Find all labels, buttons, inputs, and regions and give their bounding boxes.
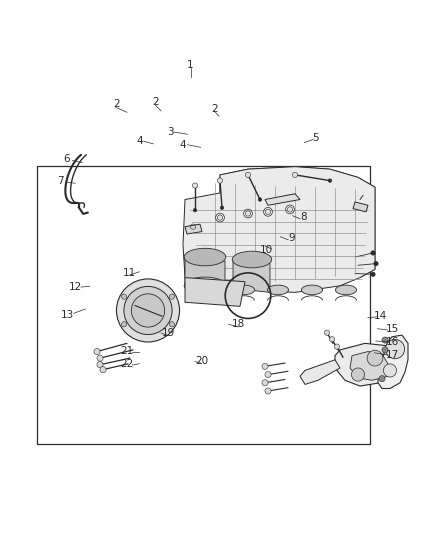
- Circle shape: [94, 349, 100, 354]
- Circle shape: [121, 294, 127, 300]
- Circle shape: [169, 321, 174, 327]
- Circle shape: [382, 337, 388, 343]
- Text: 19: 19: [162, 328, 175, 338]
- Text: 3: 3: [167, 127, 174, 137]
- Ellipse shape: [336, 285, 357, 295]
- Text: 13: 13: [61, 310, 74, 320]
- Text: 21: 21: [120, 345, 134, 356]
- Text: 6: 6: [63, 154, 70, 164]
- Text: 2: 2: [113, 100, 120, 109]
- Ellipse shape: [268, 285, 289, 295]
- Polygon shape: [183, 167, 375, 293]
- Text: 5: 5: [312, 133, 319, 143]
- Circle shape: [245, 211, 251, 216]
- Text: 18: 18: [232, 319, 245, 329]
- Circle shape: [329, 337, 335, 342]
- Text: 15: 15: [385, 324, 399, 334]
- Text: 8: 8: [300, 213, 307, 222]
- Circle shape: [220, 206, 224, 209]
- Circle shape: [334, 344, 339, 349]
- Polygon shape: [233, 260, 270, 293]
- Text: 12: 12: [69, 282, 82, 292]
- Circle shape: [97, 355, 103, 361]
- Circle shape: [258, 198, 262, 201]
- Text: 1: 1: [187, 60, 194, 70]
- Circle shape: [351, 368, 364, 381]
- Polygon shape: [185, 278, 245, 306]
- Ellipse shape: [199, 285, 220, 295]
- Text: 2: 2: [211, 104, 218, 114]
- Circle shape: [121, 321, 127, 327]
- Text: 16: 16: [385, 337, 399, 347]
- Ellipse shape: [184, 277, 226, 295]
- Text: 22: 22: [120, 359, 134, 369]
- Ellipse shape: [232, 251, 272, 268]
- Circle shape: [385, 340, 405, 359]
- Circle shape: [383, 364, 396, 377]
- Polygon shape: [350, 352, 388, 381]
- Circle shape: [371, 272, 375, 277]
- Circle shape: [265, 372, 271, 377]
- Circle shape: [97, 361, 103, 368]
- Circle shape: [371, 251, 375, 255]
- Circle shape: [124, 286, 172, 335]
- Polygon shape: [358, 177, 375, 278]
- Circle shape: [293, 172, 298, 177]
- Text: 11: 11: [123, 268, 136, 278]
- Text: 9: 9: [288, 233, 295, 244]
- Circle shape: [245, 172, 251, 177]
- Text: 4: 4: [136, 136, 143, 146]
- Text: 7: 7: [57, 176, 64, 185]
- Polygon shape: [265, 194, 300, 205]
- Ellipse shape: [233, 285, 254, 295]
- Circle shape: [265, 209, 271, 214]
- Circle shape: [169, 294, 174, 300]
- Circle shape: [367, 350, 383, 366]
- Text: 14: 14: [374, 311, 387, 320]
- Circle shape: [325, 330, 330, 335]
- Circle shape: [192, 183, 198, 188]
- Circle shape: [379, 376, 385, 382]
- Circle shape: [374, 261, 378, 266]
- Polygon shape: [353, 202, 368, 212]
- Circle shape: [117, 279, 180, 342]
- Bar: [37, 166, 370, 444]
- Circle shape: [262, 379, 268, 386]
- Polygon shape: [185, 257, 225, 290]
- Circle shape: [328, 179, 332, 182]
- Text: 17: 17: [385, 350, 399, 360]
- Polygon shape: [300, 360, 340, 384]
- Polygon shape: [185, 224, 202, 234]
- Circle shape: [217, 178, 223, 183]
- Polygon shape: [335, 343, 398, 386]
- Text: 2: 2: [152, 97, 159, 107]
- Circle shape: [287, 207, 293, 212]
- Circle shape: [265, 388, 271, 394]
- Circle shape: [131, 294, 165, 327]
- Circle shape: [382, 347, 388, 353]
- Circle shape: [262, 364, 268, 369]
- Ellipse shape: [184, 248, 226, 266]
- Circle shape: [217, 215, 223, 220]
- Polygon shape: [220, 167, 358, 196]
- Polygon shape: [378, 335, 408, 389]
- Circle shape: [193, 208, 197, 212]
- Text: 10: 10: [260, 245, 273, 255]
- Text: 20: 20: [195, 356, 208, 366]
- Ellipse shape: [301, 285, 322, 295]
- Circle shape: [100, 367, 106, 373]
- Text: 4: 4: [180, 140, 187, 150]
